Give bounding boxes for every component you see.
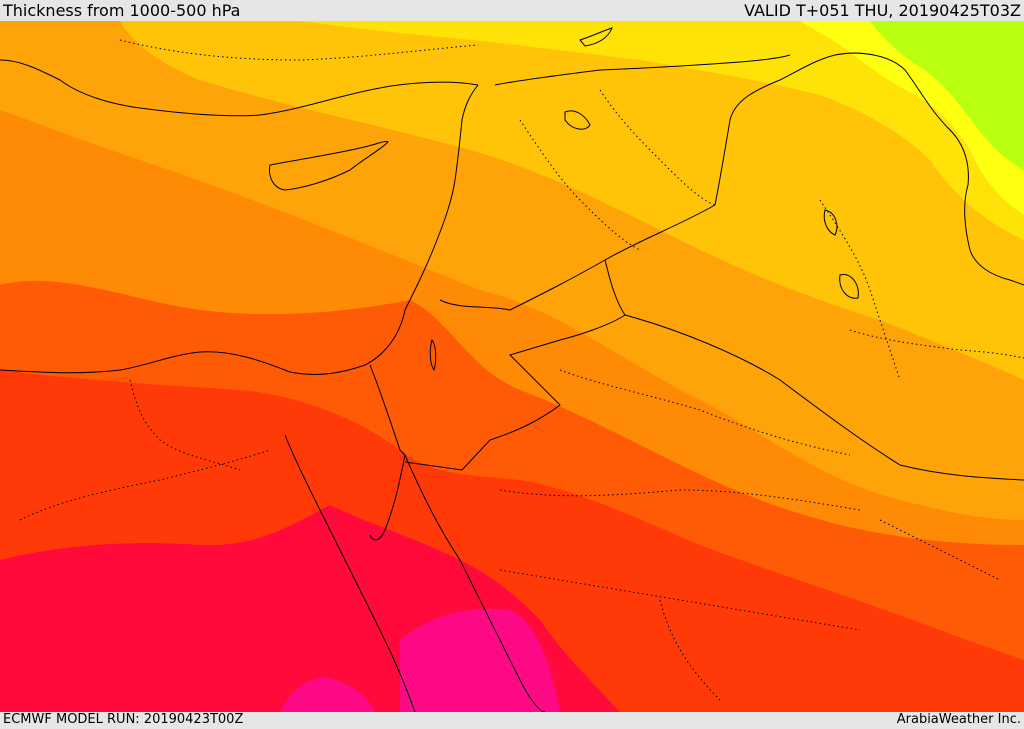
- coastlines: [0, 59, 546, 712]
- map-area: [0, 21, 1024, 712]
- map-title: Thickness from 1000-500 hPa: [3, 1, 241, 20]
- credit-label: ArabiaWeather Inc.: [896, 712, 1021, 727]
- band-cool: [120, 21, 1024, 380]
- internal-boundaries: [19, 39, 1024, 701]
- lakes: [564, 27, 859, 299]
- band-green: [870, 21, 1024, 170]
- country-borders: [369, 52, 1024, 481]
- band-warmest-west: [280, 677, 375, 712]
- model-run: ECMWF MODEL RUN: 20190423T00Z: [3, 712, 244, 727]
- valid-time: VALID T+051 THU, 20190425T03Z: [744, 1, 1021, 20]
- header-bar: Thickness from 1000-500 hPa VALID T+051 …: [0, 0, 1024, 21]
- band-cooler: [300, 21, 1024, 240]
- band-warmest: [400, 608, 560, 712]
- footer-bar: ECMWF MODEL RUN: 20190423T00Z ArabiaWeat…: [0, 712, 1024, 729]
- thickness-map: [0, 21, 1024, 712]
